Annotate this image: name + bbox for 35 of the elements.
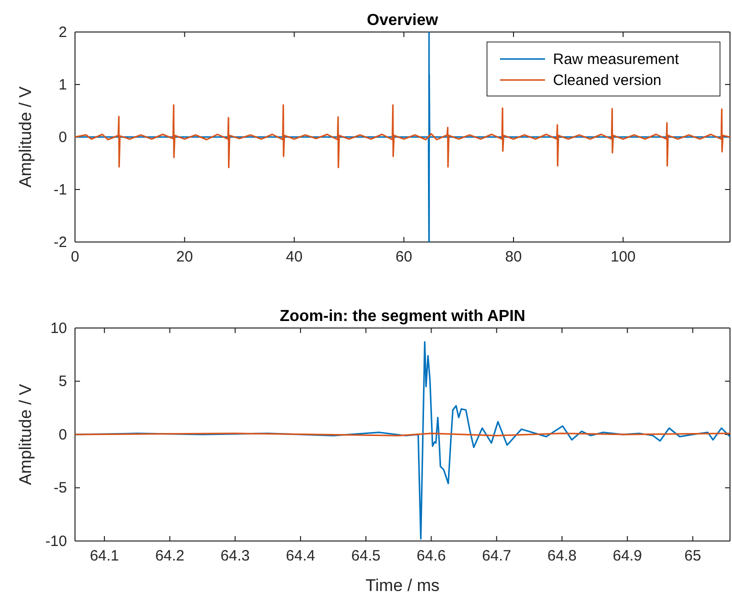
y-tick-label: 2	[58, 24, 67, 41]
x-tick-label: 60	[396, 248, 412, 266]
x-tick-label: 0	[70, 248, 80, 266]
x-tick-label: 64.1	[90, 548, 120, 565]
legend-label: Raw measurement	[553, 51, 680, 68]
x-tick-label: 40	[286, 248, 303, 266]
y-tick-label: 10	[50, 320, 67, 337]
y-axis-title: Amplitude / V	[16, 383, 35, 486]
x-tick-label: 64.5	[351, 548, 380, 565]
x-tick-label: 65	[684, 548, 702, 565]
x-tick-label: 64.9	[612, 548, 642, 565]
x-tick-label: 80	[505, 248, 522, 266]
y-tick-label: 0	[58, 426, 67, 444]
y-tick-label: 1	[58, 76, 67, 94]
x-tick-label: 64.7	[482, 548, 512, 565]
y-tick-label: -2	[54, 234, 67, 251]
x-tick-label: 64.6	[416, 548, 446, 565]
x-tick-label: 64.3	[220, 548, 250, 565]
chart-title: Zoom-in: the segment with APIN	[280, 308, 526, 325]
line-series	[75, 32, 730, 242]
y-tick-label: 5	[58, 373, 67, 390]
y-axis-title: Amplitude / V	[16, 86, 35, 188]
line-series	[75, 104, 730, 168]
y-tick-label: -5	[54, 480, 67, 497]
x-tick-label: 64.4	[286, 548, 316, 565]
x-tick-label: 64.8	[547, 548, 577, 565]
x-tick-label: 20	[176, 248, 193, 266]
legend-label: Cleaned version	[553, 72, 662, 89]
x-tick-label: 100	[610, 248, 636, 266]
y-tick-label: -10	[45, 532, 67, 550]
y-tick-label: 0	[58, 128, 67, 146]
chart-title: Overview	[366, 12, 439, 29]
x-tick-label: 64.2	[155, 548, 184, 565]
x-axis-title: Time / ms	[366, 576, 440, 595]
y-tick-label: -1	[54, 181, 67, 198]
